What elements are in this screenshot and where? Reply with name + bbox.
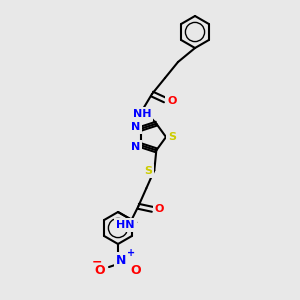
Text: S: S [168, 132, 176, 142]
Text: N: N [116, 254, 126, 268]
Text: O: O [95, 263, 105, 277]
Text: NH: NH [133, 109, 151, 119]
Text: S: S [144, 166, 152, 176]
Text: HN: HN [116, 220, 135, 230]
Text: O: O [167, 96, 177, 106]
Text: N: N [131, 122, 140, 132]
Text: N: N [131, 142, 140, 152]
Text: O: O [131, 263, 141, 277]
Text: +: + [127, 248, 135, 258]
Text: −: − [92, 256, 103, 269]
Text: O: O [154, 204, 164, 214]
